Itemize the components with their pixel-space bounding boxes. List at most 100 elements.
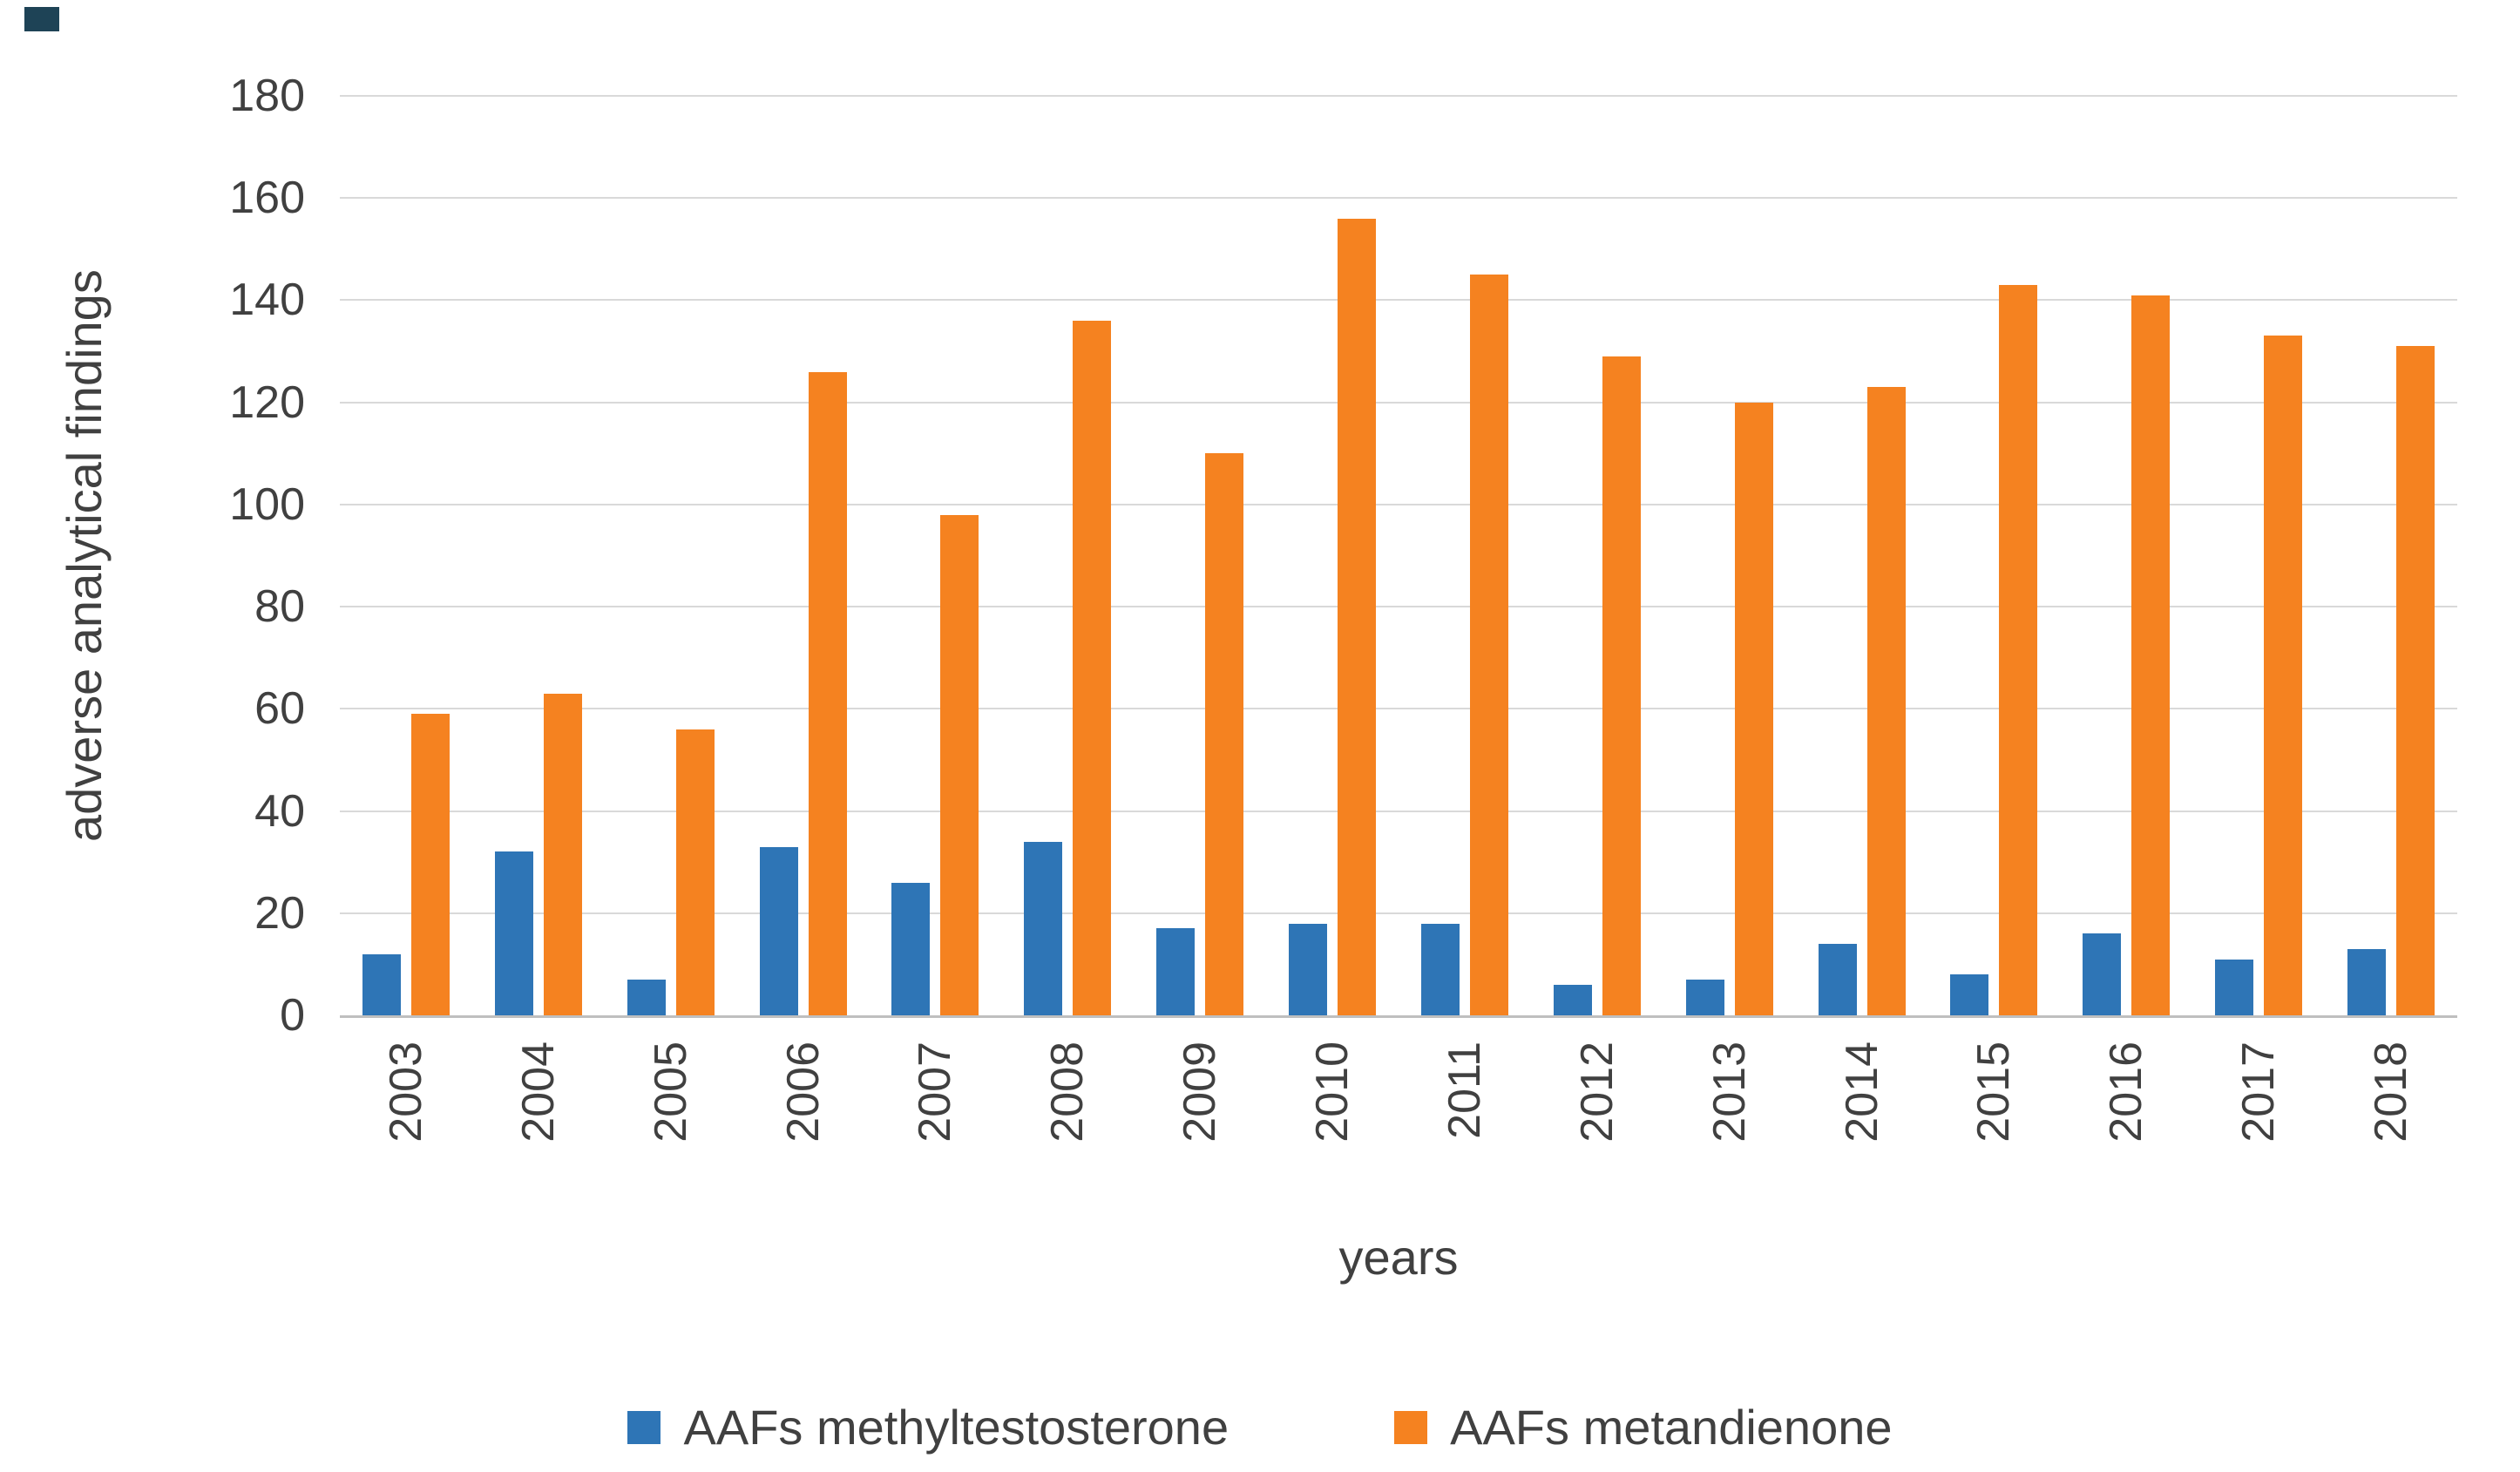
bar xyxy=(1469,275,1508,1015)
x-tick-cell: 2013 xyxy=(1663,1041,1796,1224)
x-tick-cell: 2014 xyxy=(1796,1041,1928,1224)
bar-group-2015 xyxy=(1928,284,2061,1015)
x-tick-label: 2013 xyxy=(1704,1041,1755,1143)
gridline xyxy=(340,95,2457,97)
legend: AAFs methyltestosterone AAFs metandienon… xyxy=(0,1399,2520,1455)
x-tick-label: 2014 xyxy=(1836,1041,1887,1143)
bar xyxy=(627,979,666,1015)
x-tick-label: 2017 xyxy=(2233,1041,2285,1143)
gridline xyxy=(340,912,2457,914)
y-tick-label: 20 xyxy=(254,887,305,939)
gridline xyxy=(340,197,2457,200)
gridline xyxy=(340,299,2457,302)
bar xyxy=(675,729,715,1015)
legend-swatch-orange xyxy=(1394,1410,1428,1444)
bar xyxy=(1289,923,1328,1015)
bar-group-2012 xyxy=(1531,356,1663,1015)
bar xyxy=(2215,959,2254,1015)
gridline xyxy=(340,810,2457,812)
bar xyxy=(494,851,533,1015)
x-tick-cell: 2017 xyxy=(2192,1041,2325,1224)
x-tick-label: 2016 xyxy=(2101,1041,2152,1143)
bar-group-2005 xyxy=(605,729,737,1015)
x-tick-label: 2007 xyxy=(910,1041,961,1143)
bar xyxy=(1866,387,1906,1015)
bar-group-2004 xyxy=(472,693,605,1015)
y-tick-label: 140 xyxy=(229,275,305,326)
x-tick-label: 2012 xyxy=(1571,1041,1622,1143)
corner-mark xyxy=(24,7,59,31)
bar xyxy=(1156,928,1196,1015)
bar-group-2007 xyxy=(870,514,1002,1015)
x-tick-cell: 2008 xyxy=(1001,1041,1134,1224)
x-tick-cell: 2015 xyxy=(1928,1041,2061,1224)
bar xyxy=(1999,284,2038,1015)
bar xyxy=(2131,295,2171,1015)
legend-label-methyltestosterone: AAFs methyltestosterone xyxy=(683,1400,1230,1455)
x-tick-label: 2006 xyxy=(777,1041,829,1143)
x-tick-cell: 2010 xyxy=(1266,1041,1399,1224)
bar xyxy=(410,714,450,1015)
x-tick-label: 2010 xyxy=(1307,1041,1358,1143)
bar xyxy=(2347,948,2387,1015)
bar xyxy=(2083,933,2122,1015)
y-tick-label: 100 xyxy=(229,478,305,530)
x-tick-label: 2015 xyxy=(1968,1041,2020,1143)
bar xyxy=(1553,984,1592,1015)
gridline xyxy=(340,708,2457,710)
bar-group-2008 xyxy=(1001,320,1134,1015)
legend-swatch-blue xyxy=(627,1410,661,1444)
gridline xyxy=(340,401,2457,404)
bar xyxy=(940,514,979,1015)
bar-group-2017 xyxy=(2192,336,2325,1015)
x-tick-cell: 2011 xyxy=(1399,1041,1531,1224)
x-tick-label: 2005 xyxy=(645,1041,696,1143)
legend-item-methyltestosterone: AAFs methyltestosterone xyxy=(627,1399,1229,1455)
x-tick-cell: 2006 xyxy=(737,1041,870,1224)
x-tick-label: 2008 xyxy=(1042,1041,1094,1143)
legend-label-metandienone: AAFs metandienone xyxy=(1450,1400,1893,1455)
bar xyxy=(1685,979,1724,1015)
bar-group-2011 xyxy=(1399,275,1531,1015)
bar-group-2016 xyxy=(2060,295,2192,1015)
bar-group-2013 xyxy=(1663,402,1796,1015)
bar-group-2006 xyxy=(737,371,870,1015)
bar xyxy=(1734,402,1773,1015)
bar xyxy=(2396,346,2435,1015)
bar-group-2014 xyxy=(1796,387,1928,1015)
bar-group-2009 xyxy=(1134,453,1266,1015)
x-tick-cell: 2009 xyxy=(1134,1041,1266,1224)
x-tick-cell: 2007 xyxy=(870,1041,1002,1224)
x-axis-ticks: 2003 2004 2005 2006 2007 2008 2009 2010 2011 2012… xyxy=(340,1041,2457,1224)
bar xyxy=(543,693,582,1015)
y-axis-title: adverse analytical findings xyxy=(57,269,112,842)
bar xyxy=(1818,943,1857,1015)
x-tick-cell: 2005 xyxy=(605,1041,737,1224)
bar xyxy=(1950,974,1989,1015)
x-tick-cell: 2004 xyxy=(472,1041,605,1224)
y-tick-label: 80 xyxy=(254,581,305,633)
bar-group-2003 xyxy=(340,714,472,1015)
x-tick-label: 2003 xyxy=(380,1041,431,1143)
y-tick-label: 60 xyxy=(254,683,305,735)
bar xyxy=(2264,336,2303,1015)
bar-group-2018 xyxy=(2325,346,2457,1015)
x-tick-cell: 2012 xyxy=(1531,1041,1663,1224)
gridline xyxy=(340,503,2457,505)
y-tick-label: 120 xyxy=(229,376,305,428)
bar xyxy=(1602,356,1641,1015)
x-tick-label: 2004 xyxy=(512,1041,564,1143)
y-tick-label: 160 xyxy=(229,173,305,224)
x-axis-title: years xyxy=(1338,1230,1459,1285)
x-tick-label: 2018 xyxy=(2366,1041,2417,1143)
bar-series xyxy=(340,96,2457,1015)
bar xyxy=(1205,453,1244,1015)
bar xyxy=(1420,923,1460,1015)
bar xyxy=(1338,218,1377,1015)
x-tick-label: 2009 xyxy=(1175,1041,1226,1143)
bar xyxy=(759,846,798,1015)
y-tick-label: 0 xyxy=(280,990,305,1041)
gridline xyxy=(340,606,2457,608)
bar xyxy=(362,953,401,1015)
